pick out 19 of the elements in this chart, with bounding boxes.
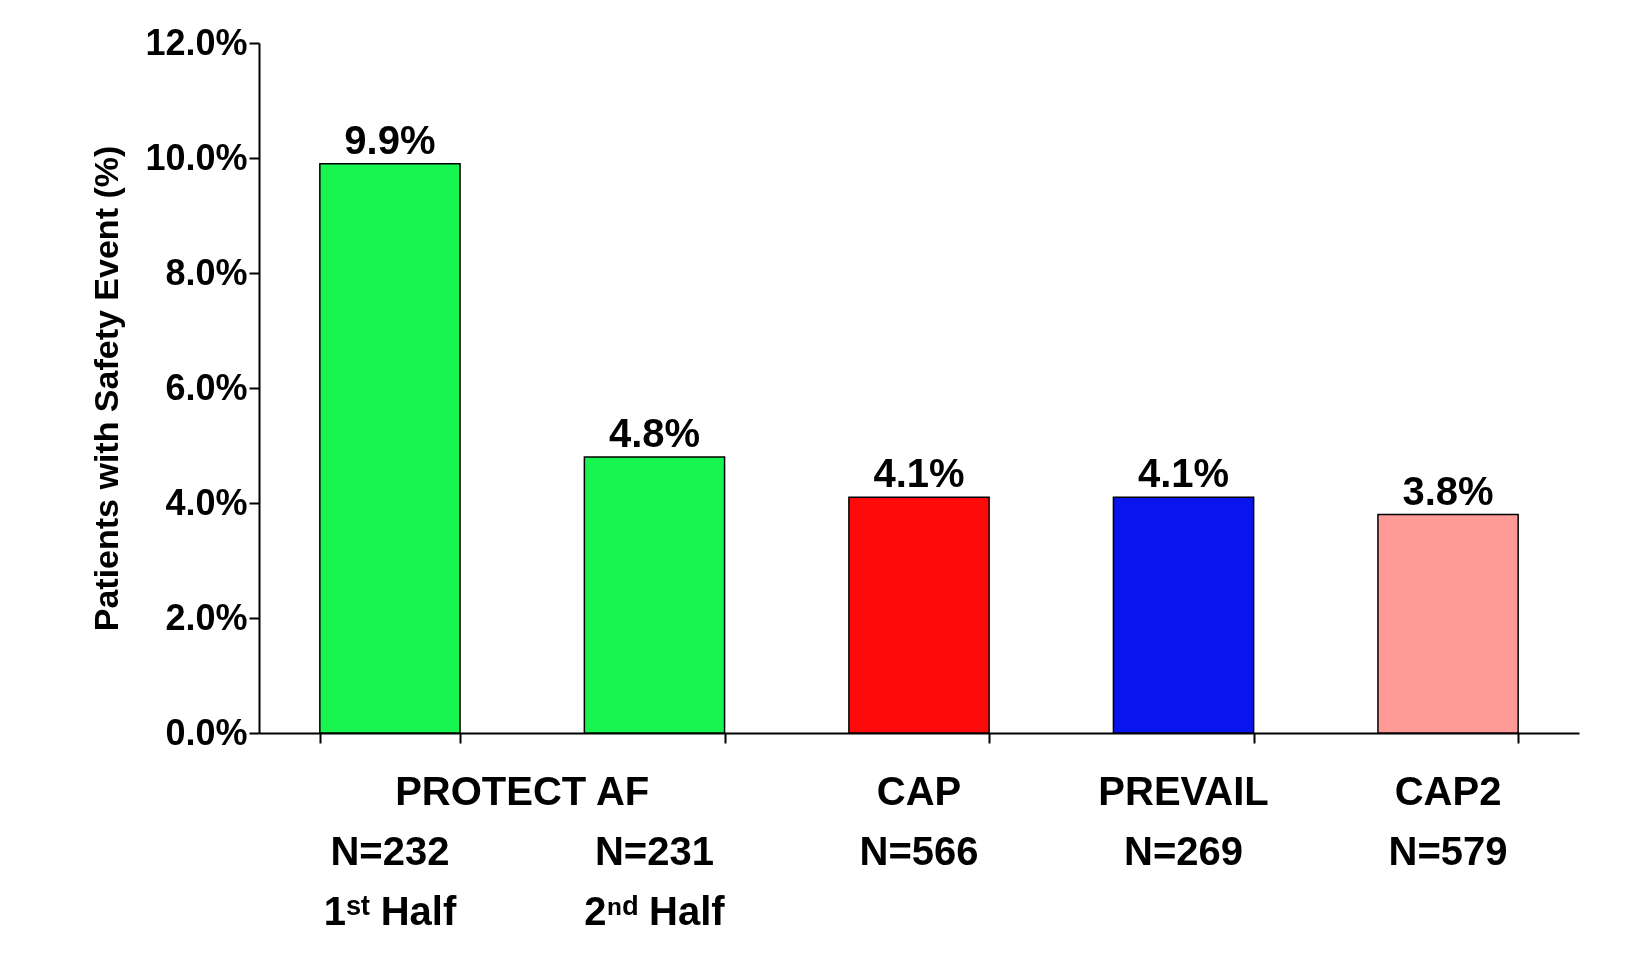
- category-label: PREVAIL N=269: [1098, 769, 1269, 873]
- data-label: 4.8%: [608, 411, 701, 455]
- category-label: CAP N=566: [859, 769, 979, 873]
- data-label: 9.9%: [344, 117, 436, 162]
- category-label: N=231 2ⁿᵈ Half: [584, 829, 725, 933]
- y-tick-label: 2.0%: [165, 596, 248, 638]
- data-label: 3.8%: [1402, 468, 1494, 513]
- data-label: 4.1%: [1137, 451, 1230, 496]
- y-tick-label: 10.0%: [145, 136, 248, 178]
- y-tick-label: 6.0%: [165, 366, 248, 408]
- text: PROTECT AF: [395, 769, 650, 813]
- y-axis-title: Patients with Safety Event (%): [87, 145, 126, 632]
- category-label: CAP2 N=579: [1388, 769, 1508, 873]
- y-tick-label: 0.0%: [165, 711, 248, 753]
- y-tick-label: 4.0%: [165, 481, 248, 523]
- category-label: N=232 1ˢᵗ Half: [323, 829, 457, 933]
- y-tick-label: 8.0%: [165, 251, 248, 293]
- y-tick-label: 12.0%: [145, 21, 248, 63]
- data-label: 4.1%: [873, 451, 965, 496]
